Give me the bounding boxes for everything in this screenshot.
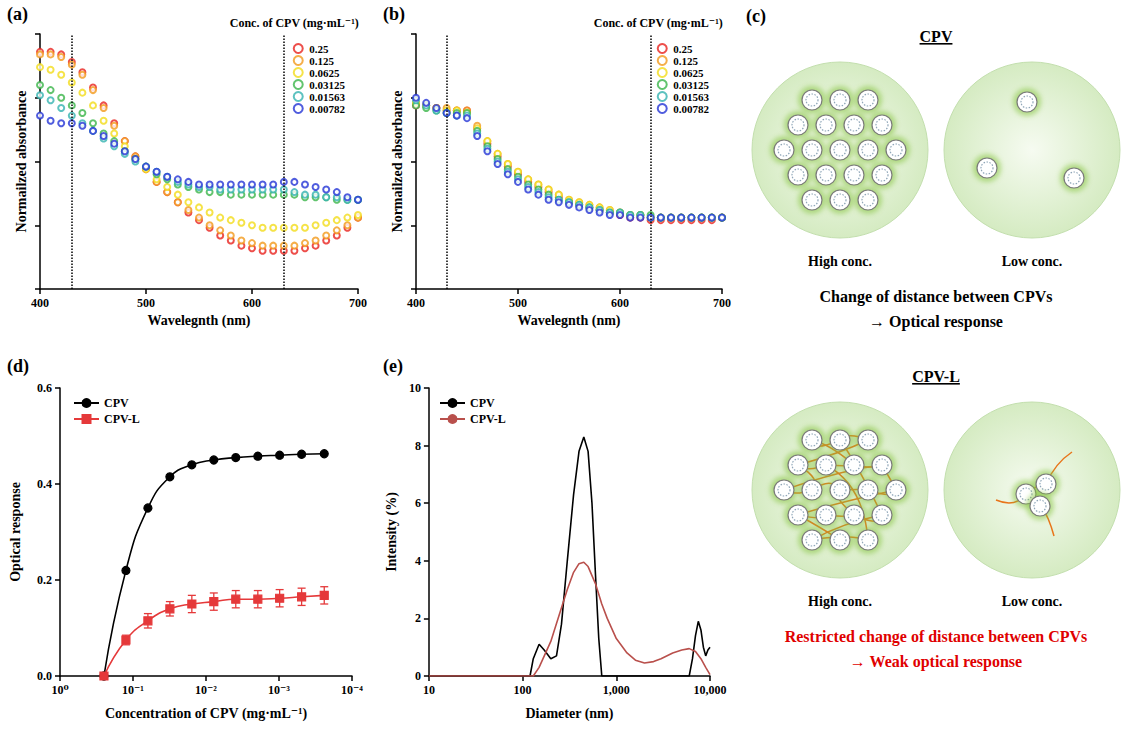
svg-text:600: 600	[243, 296, 261, 310]
svg-text:→ Optical response: → Optical response	[869, 313, 1003, 331]
svg-text:Change of distance between CPV: Change of distance between CPVs	[820, 288, 1053, 306]
svg-text:0.0: 0.0	[37, 669, 52, 683]
svg-text:600: 600	[611, 296, 629, 310]
svg-text:Low conc.: Low conc.	[1002, 254, 1063, 269]
svg-text:CPV: CPV	[920, 28, 953, 45]
svg-text:Wavelegnth (nm): Wavelegnth (nm)	[517, 313, 620, 329]
svg-text:Normailzed absorbance: Normailzed absorbance	[390, 91, 405, 233]
svg-text:10: 10	[409, 381, 421, 395]
svg-text:Optical response: Optical response	[8, 482, 23, 582]
svg-text:Conc. of CPV (mg·mL⁻¹): Conc. of CPV (mg·mL⁻¹)	[230, 16, 359, 30]
svg-text:0: 0	[415, 669, 421, 683]
svg-text:→ Weak optical response: → Weak optical response	[850, 653, 1022, 671]
svg-text:Normailzed absorbance: Normailzed absorbance	[14, 91, 29, 233]
svg-text:0.2: 0.2	[37, 573, 52, 587]
svg-text:0.25: 0.25	[309, 43, 329, 55]
svg-text:0.03125: 0.03125	[673, 79, 709, 91]
svg-text:Restricted change of distance: Restricted change of distance between CP…	[785, 628, 1088, 646]
svg-text:CPV: CPV	[470, 396, 495, 410]
svg-text:CPV-L: CPV-L	[912, 368, 960, 385]
svg-text:CPV: CPV	[104, 396, 129, 410]
svg-text:Wavelegnth (nm): Wavelegnth (nm)	[147, 313, 250, 329]
svg-text:(c): (c)	[746, 6, 766, 27]
svg-text:0.00782: 0.00782	[309, 103, 345, 115]
svg-text:0.125: 0.125	[673, 55, 698, 67]
svg-text:CPV-L: CPV-L	[104, 412, 140, 426]
svg-text:0.01563: 0.01563	[309, 91, 345, 103]
svg-text:(b): (b)	[383, 4, 405, 25]
svg-text:10⁻²: 10⁻²	[195, 683, 217, 697]
svg-text:Concentration of CPV (mg·mL⁻¹): Concentration of CPV (mg·mL⁻¹)	[105, 706, 308, 722]
svg-text:10,000: 10,000	[694, 683, 727, 697]
svg-text:10⁰: 10⁰	[51, 683, 68, 697]
svg-text:0.00782: 0.00782	[673, 103, 709, 115]
svg-text:0.0625: 0.0625	[309, 67, 340, 79]
svg-text:High conc.: High conc.	[808, 254, 872, 269]
svg-text:1,000: 1,000	[603, 683, 630, 697]
svg-text:10⁻⁴: 10⁻⁴	[341, 683, 363, 697]
svg-text:10: 10	[423, 683, 435, 697]
svg-text:400: 400	[407, 296, 425, 310]
svg-text:400: 400	[31, 296, 49, 310]
svg-text:10⁻³: 10⁻³	[268, 683, 290, 697]
svg-text:700: 700	[349, 296, 367, 310]
svg-text:0.03125: 0.03125	[309, 79, 345, 91]
svg-text:4: 4	[415, 554, 421, 568]
svg-text:0.25: 0.25	[673, 43, 693, 55]
svg-text:500: 500	[137, 296, 155, 310]
svg-text:0.01563: 0.01563	[673, 91, 709, 103]
svg-text:CPV-L: CPV-L	[470, 412, 506, 426]
svg-text:0.0625: 0.0625	[673, 67, 704, 79]
svg-text:Conc. of CPV (mg·mL⁻¹): Conc. of CPV (mg·mL⁻¹)	[594, 16, 723, 30]
svg-text:6: 6	[415, 496, 421, 510]
svg-text:8: 8	[415, 439, 421, 453]
svg-text:10⁻¹: 10⁻¹	[122, 683, 144, 697]
svg-text:High conc.: High conc.	[808, 594, 872, 609]
svg-text:(e): (e)	[383, 356, 403, 377]
svg-text:100: 100	[514, 683, 532, 697]
svg-text:Diameter (nm): Diameter (nm)	[525, 706, 613, 722]
svg-text:(d): (d)	[7, 356, 29, 377]
svg-text:0.125: 0.125	[309, 55, 334, 67]
svg-text:700: 700	[713, 296, 731, 310]
svg-text:0.4: 0.4	[37, 477, 52, 491]
svg-text:Low conc.: Low conc.	[1002, 594, 1063, 609]
svg-text:2: 2	[415, 611, 421, 625]
svg-text:500: 500	[509, 296, 527, 310]
svg-text:0.6: 0.6	[37, 381, 52, 395]
svg-text:(a): (a)	[7, 4, 28, 25]
svg-text:Intensity (%): Intensity (%)	[384, 492, 400, 572]
